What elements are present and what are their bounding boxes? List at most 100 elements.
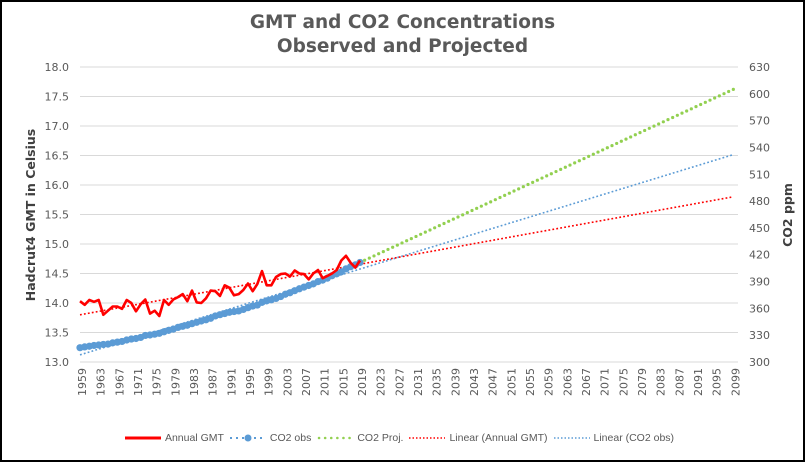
- y2-tick-label: 600: [749, 88, 770, 101]
- co2-proj-point: [717, 94, 721, 98]
- legend: Annual GMT CO2 obs CO2 Proj. Linear (Ann…: [0, 432, 805, 444]
- x-tick-label: 2063: [561, 368, 574, 396]
- x-tick-label: 2007: [300, 368, 313, 396]
- x-tick-label: 1967: [113, 368, 126, 396]
- co2-proj-point: [577, 159, 581, 163]
- trendline-annual-gmt: [79, 196, 734, 316]
- co2-proj-point: [447, 219, 451, 223]
- co2-proj-point: [680, 111, 684, 115]
- co2-proj-point: [493, 198, 497, 202]
- co2-proj-point: [596, 150, 600, 154]
- co2-proj-point: [582, 156, 586, 161]
- y-axis-right-ticks: 300 330 360 390 420 450 480 510 540 570 600 630: [749, 61, 770, 369]
- co2-proj-point: [549, 172, 553, 176]
- x-tick-label: 2091: [692, 368, 705, 396]
- co2-proj-point: [633, 133, 637, 137]
- y2-tick-label: 540: [749, 141, 770, 154]
- legend-item-co2-obs[interactable]: CO2 obs: [229, 432, 312, 444]
- co2-proj-point: [391, 245, 395, 249]
- trendline-co2-obs: [79, 153, 734, 356]
- co2-proj-point: [601, 148, 605, 152]
- co2-proj-point: [428, 228, 432, 232]
- co2-proj-point: [470, 208, 474, 213]
- co2-proj-point: [521, 185, 525, 189]
- x-tick-label: 2023: [375, 368, 388, 396]
- co2-proj-point: [367, 256, 371, 260]
- y-tick-label: 18.0: [45, 61, 70, 74]
- co2-proj-point: [456, 215, 460, 219]
- legend-item-annual-gmt[interactable]: Annual GMT: [124, 432, 224, 444]
- x-tick-label: 1975: [151, 368, 164, 396]
- y-tick-label: 17.0: [45, 120, 70, 133]
- x-tick-label: 2067: [580, 368, 593, 396]
- x-tick-label: 1987: [207, 368, 220, 396]
- y-axis-left-title: Hadcrut4 GMT in Celsius: [23, 129, 38, 301]
- co2-proj-point: [731, 87, 735, 91]
- y-tick-label: 14.0: [45, 297, 70, 310]
- co2-proj-point: [372, 254, 376, 258]
- co2-proj-point: [540, 176, 544, 180]
- legend-label: CO2 obs: [269, 432, 312, 444]
- co2-proj-point: [689, 107, 693, 111]
- co2-proj-point: [461, 213, 465, 217]
- co2-proj-point: [727, 89, 731, 94]
- co2-proj-point: [484, 202, 488, 206]
- series-layer: [76, 87, 735, 356]
- co2-proj-point: [442, 221, 446, 226]
- y-tick-label: 14.5: [45, 268, 70, 281]
- x-axis-ticks: 1959 1963 1967 1971 1975 1979 1983 1987 1991 1995…: [76, 368, 742, 396]
- co2-proj-point: [703, 100, 707, 104]
- legend-item-linear-co2[interactable]: Linear (CO2 obs): [553, 432, 675, 444]
- legend-item-co2-proj[interactable]: CO2 Proj.: [317, 432, 403, 444]
- y2-tick-label: 330: [749, 329, 770, 342]
- legend-swatch-linear-gmt: [409, 437, 446, 439]
- x-tick-label: 2003: [281, 368, 294, 396]
- co2-proj-point: [386, 247, 390, 252]
- co2-proj-point: [507, 191, 511, 195]
- y-axis-left-ticks: 13.0 13.5 14.0 14.5 15.0 15.5 16.0 16.5 17.0 17.5…: [45, 61, 70, 369]
- co2-proj-point: [526, 182, 530, 187]
- x-tick-label: 2043: [468, 368, 481, 396]
- y-axis-right-title: CO2 ppm: [780, 183, 795, 247]
- x-tick-label: 1963: [95, 368, 108, 396]
- x-tick-label: 2011: [319, 368, 332, 396]
- co2-proj-point: [535, 178, 539, 182]
- legend-swatch-co2-obs: [229, 434, 266, 442]
- legend-item-linear-gmt[interactable]: Linear (Annual GMT): [409, 432, 548, 444]
- y2-tick-label: 630: [749, 61, 770, 74]
- co2-proj-point: [479, 204, 483, 208]
- y-tick-label: 13.0: [45, 356, 70, 369]
- co2-proj-point: [475, 206, 479, 210]
- y2-tick-label: 420: [749, 249, 770, 262]
- co2-proj-point: [437, 224, 441, 228]
- co2-proj-point: [591, 152, 595, 156]
- y-tick-label: 16.0: [45, 179, 70, 192]
- co2-proj-point: [657, 122, 661, 126]
- co2-proj-point: [587, 154, 591, 159]
- co2-proj-point: [503, 193, 507, 197]
- x-tick-label: 2051: [505, 368, 518, 396]
- chart-title: GMT and CO2 Concentrations: [249, 12, 556, 33]
- co2-proj-point: [517, 187, 521, 191]
- co2-proj-point: [409, 237, 413, 241]
- co2-proj-point: [685, 109, 689, 113]
- co2-proj-point: [675, 113, 679, 117]
- x-tick-label: 1959: [76, 368, 89, 396]
- legend-swatch-co2-proj: [318, 436, 354, 440]
- co2-proj-point: [610, 143, 614, 148]
- legend-label: Linear (CO2 obs): [593, 432, 675, 444]
- x-tick-label: 1983: [188, 368, 201, 396]
- y2-tick-label: 300: [749, 356, 770, 369]
- y2-tick-label: 450: [749, 222, 770, 235]
- y-tick-label: 16.5: [45, 150, 70, 163]
- co2-proj-point: [414, 234, 418, 239]
- co2-proj-point: [465, 211, 469, 215]
- y-tick-label: 15.0: [45, 238, 70, 251]
- y2-tick-label: 360: [749, 302, 770, 315]
- x-tick-label: 2075: [617, 368, 630, 396]
- x-tick-label: 2031: [412, 368, 425, 396]
- co2-proj-point: [661, 120, 665, 124]
- x-tick-label: 2055: [524, 368, 537, 396]
- legend-label: CO2 Proj.: [357, 432, 404, 444]
- x-tick-label: 2027: [393, 368, 406, 396]
